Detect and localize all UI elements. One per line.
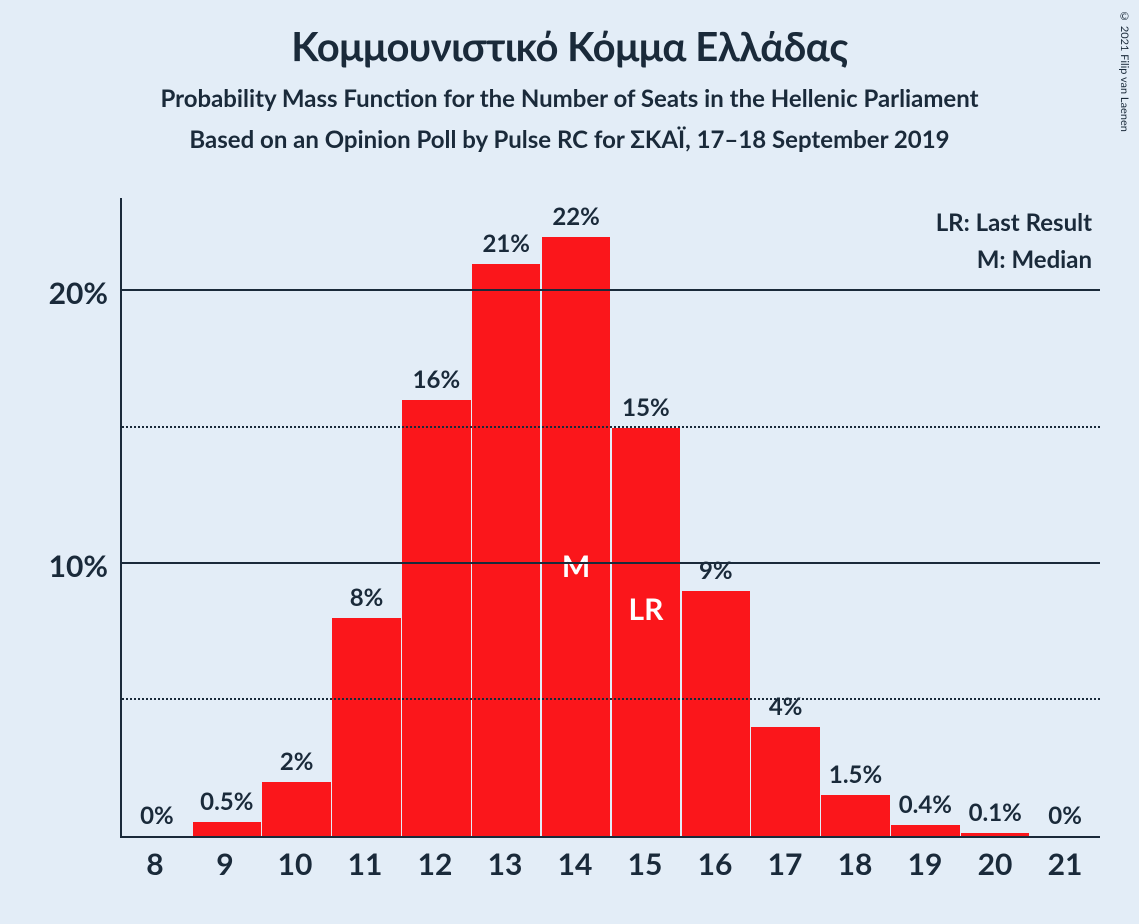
bar-value-label: 15% <box>622 393 670 422</box>
gridline <box>122 289 1100 291</box>
plot-area: 10%20% LR: Last Result M: Median 0%0.5%2… <box>40 198 1110 898</box>
bar-annotation: M <box>542 548 610 584</box>
gridline <box>122 698 1100 700</box>
bar-value-label: 1.5% <box>829 760 882 789</box>
bar-slot: 0.5% <box>192 198 262 836</box>
x-tick-label: 14 <box>540 846 610 882</box>
bar: 1.5% <box>821 795 889 836</box>
gridline <box>122 426 1100 428</box>
bars-container: 0%0.5%2%8%16%21%22%M15%LR9%4%1.5%0.4%0.1… <box>122 198 1100 836</box>
bar-slot: 4% <box>751 198 821 836</box>
x-tick-label: 20 <box>960 846 1030 882</box>
x-tick-label: 17 <box>750 846 820 882</box>
bar: 0.5% <box>193 822 261 836</box>
bar-slot: 1.5% <box>821 198 891 836</box>
bar-value-label: 0.4% <box>899 790 952 819</box>
bar-value-label: 4% <box>769 692 803 721</box>
bar-annotation: LR <box>612 591 680 627</box>
bar-value-label: 0% <box>140 801 174 830</box>
bar: 16% <box>402 400 470 836</box>
x-tick-label: 13 <box>470 846 540 882</box>
bar: 8% <box>332 618 400 836</box>
x-tick-label: 19 <box>890 846 960 882</box>
bar: 2% <box>262 782 330 836</box>
x-tick-label: 18 <box>820 846 890 882</box>
bar-slot: 0% <box>122 198 192 836</box>
x-tick-label: 12 <box>400 846 470 882</box>
bar-slot: 9% <box>681 198 751 836</box>
bar: 9% <box>682 591 750 836</box>
bar-value-label: 0.5% <box>200 787 253 816</box>
bar: 0.4% <box>891 825 959 836</box>
bar: 21% <box>472 264 540 836</box>
chart-title: Κομμουνιστικό Κόμμα Ελλάδας <box>0 22 1139 70</box>
bar-value-label: 21% <box>482 229 530 258</box>
bar: 22%M <box>542 237 610 836</box>
bar-slot: 15% LR <box>611 198 681 836</box>
bar-value-label: 8% <box>350 583 384 612</box>
x-tick-label: 21 <box>1030 846 1100 882</box>
bar-slot: 22% M <box>541 198 611 836</box>
y-tick-label: 20% <box>49 275 108 311</box>
copyright-text: © 2021 Filip van Laenen <box>1118 10 1131 132</box>
bar-slot: 8% <box>332 198 402 836</box>
bar-slot: 0.4% <box>890 198 960 836</box>
chart-subtitle-2: Based on an Opinion Poll by Pulse RC for… <box>0 125 1139 154</box>
x-axis-labels: 89101112131415161718192021 <box>120 846 1100 882</box>
x-tick-label: 8 <box>120 846 190 882</box>
bar-value-label: 0% <box>1048 801 1082 830</box>
x-tick-label: 16 <box>680 846 750 882</box>
y-axis: 10% 20% <box>40 198 120 838</box>
bar-slot: 21% <box>471 198 541 836</box>
bar-slot: 0.1% <box>960 198 1030 836</box>
bar: 4% <box>751 727 819 836</box>
gridline <box>122 562 1100 564</box>
bar-value-label: 9% <box>699 556 733 585</box>
y-tick-label: 10% <box>49 548 108 584</box>
x-tick-label: 11 <box>330 846 400 882</box>
x-tick-label: 9 <box>190 846 260 882</box>
chart-area: LR: Last Result M: Median 0%0.5%2%8%16%2… <box>120 198 1100 838</box>
bar-value-label: 2% <box>280 747 314 776</box>
x-tick-label: 10 <box>260 846 330 882</box>
bar-slot: 0% <box>1030 198 1100 836</box>
bar-value-label: 0.1% <box>969 798 1022 827</box>
bar: 15%LR <box>612 428 680 837</box>
x-tick-label: 15 <box>610 846 680 882</box>
bar: 0.1% <box>961 833 1029 836</box>
bar-slot: 16% <box>401 198 471 836</box>
bar-slot: 2% <box>262 198 332 836</box>
bar-value-label: 16% <box>413 365 461 394</box>
chart-subtitle-1: Probability Mass Function for the Number… <box>0 84 1139 113</box>
bar-value-label: 22% <box>552 202 600 231</box>
title-block: Κομμουνιστικό Κόμμα Ελλάδας Probability … <box>0 0 1139 154</box>
